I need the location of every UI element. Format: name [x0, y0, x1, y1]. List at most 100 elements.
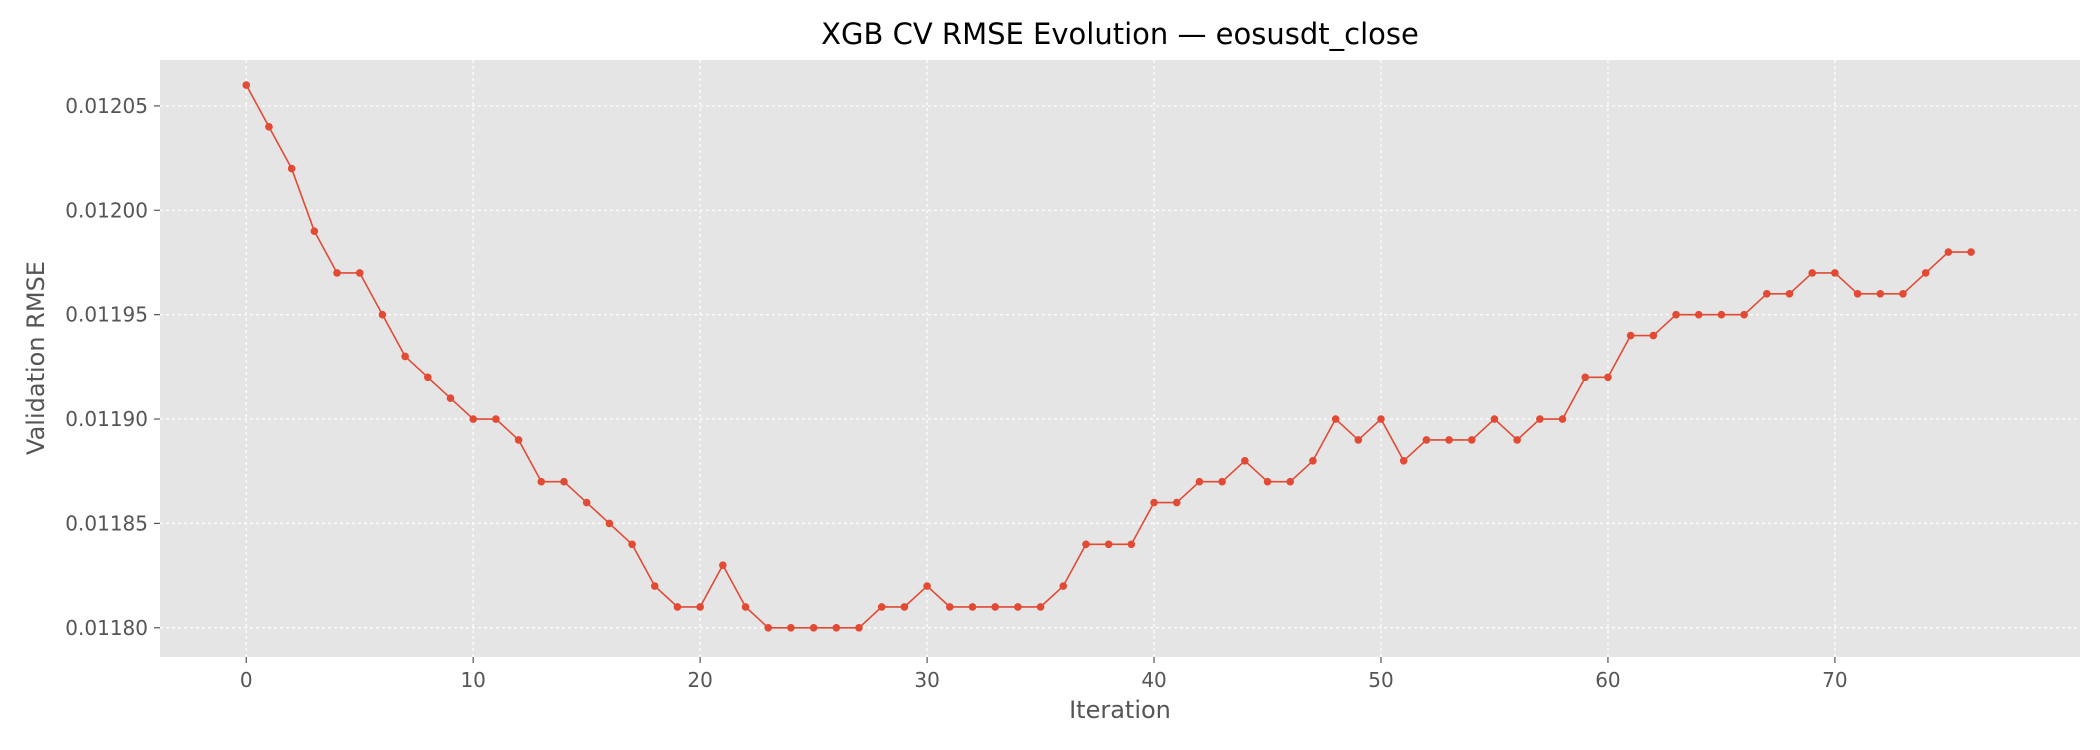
data-point: [1853, 289, 1862, 298]
data-point: [1445, 436, 1453, 444]
y-tick-label: 0.01205: [65, 94, 148, 118]
data-point: [1558, 415, 1567, 423]
y-tick-label: 0.01200: [65, 198, 148, 222]
data-point: [673, 603, 682, 611]
y-axis-label: Validation RMSE: [22, 261, 50, 455]
data-point: [1467, 436, 1476, 444]
data-point: [650, 582, 659, 590]
data-point: [1626, 331, 1635, 340]
x-tick-label: 50: [1368, 668, 1393, 692]
data-point: [1490, 415, 1499, 423]
data-point: [287, 164, 296, 173]
data-point: [492, 415, 500, 423]
data-point: [1286, 477, 1295, 486]
y-axis-ticks: 0.01180 0.01185 0.01190 0.01195 0.01200 0.012…: [65, 94, 160, 640]
x-tick-label: 0: [240, 668, 253, 692]
data-point: [1036, 603, 1045, 611]
data-points: [242, 81, 1975, 632]
data-point: [787, 623, 795, 632]
data-point: [1104, 540, 1113, 549]
data-point: [1309, 456, 1317, 465]
data-point: [446, 394, 455, 402]
data-point: [1831, 269, 1839, 277]
data-point: [1649, 331, 1658, 340]
x-tick-label: 40: [1141, 668, 1166, 692]
data-point: [1422, 436, 1431, 444]
data-point: [1354, 436, 1363, 444]
data-point: [242, 81, 251, 89]
data-point: [923, 582, 931, 590]
x-tick-label: 70: [1822, 668, 1847, 692]
data-point: [537, 477, 546, 486]
data-point: [1785, 289, 1794, 298]
data-point: [1876, 289, 1885, 298]
data-point: [1399, 456, 1408, 465]
data-point: [1150, 498, 1158, 507]
data-point: [1536, 415, 1544, 423]
data-point: [1241, 456, 1249, 465]
data-point: [1513, 436, 1521, 444]
y-tick-label: 0.01190: [65, 407, 148, 431]
data-point: [1172, 498, 1181, 507]
x-tick-label: 10: [460, 668, 485, 692]
data-point: [424, 373, 432, 382]
data-point: [378, 310, 387, 319]
chart-title: XGB CV RMSE Evolution — eosusdt_close: [821, 17, 1419, 51]
data-point: [945, 603, 954, 611]
data-point: [469, 415, 477, 423]
data-point: [1581, 373, 1590, 382]
y-tick-label: 0.01180: [65, 616, 148, 640]
data-point: [1740, 310, 1748, 319]
data-point: [1218, 477, 1226, 486]
data-point: [514, 436, 523, 444]
y-tick-label: 0.01195: [65, 303, 148, 327]
data-point: [582, 498, 591, 507]
data-point: [1331, 415, 1340, 423]
data-point: [832, 623, 841, 632]
data-point: [991, 603, 999, 611]
data-point: [560, 477, 568, 486]
data-point: [1717, 310, 1726, 319]
data-point: [265, 122, 273, 131]
data-point: [900, 603, 909, 611]
data-point: [1377, 415, 1385, 423]
data-point: [333, 269, 341, 277]
data-point: [696, 603, 704, 611]
data-point: [809, 623, 818, 632]
data-point: [1763, 289, 1771, 298]
data-point: [1059, 582, 1068, 590]
data-point: [401, 352, 409, 361]
x-axis-ticks: 0 10 20 30 40 50 60 70: [240, 657, 1848, 692]
data-point: [1127, 540, 1136, 549]
data-point: [1944, 248, 1953, 256]
grid-lines: [160, 60, 2080, 657]
data-point: [741, 603, 750, 611]
data-point: [719, 561, 727, 569]
data-point: [1604, 373, 1612, 382]
x-tick-label: 30: [914, 668, 939, 692]
data-point: [855, 623, 863, 632]
data-point: [1808, 269, 1816, 277]
data-point: [1694, 310, 1703, 319]
data-point: [355, 269, 364, 277]
data-point: [1672, 310, 1680, 319]
x-tick-label: 60: [1595, 668, 1620, 692]
data-point: [968, 603, 977, 611]
data-point: [1195, 477, 1204, 486]
data-point: [1899, 289, 1907, 298]
data-point: [1082, 540, 1090, 549]
data-point: [1263, 477, 1272, 486]
data-point: [764, 623, 773, 632]
y-tick-label: 0.01185: [65, 511, 148, 535]
x-tick-label: 20: [687, 668, 712, 692]
data-point: [605, 519, 614, 528]
data-point: [877, 603, 886, 611]
plot-area: [160, 60, 2080, 657]
data-point: [1014, 603, 1022, 611]
x-axis-label: Iteration: [1069, 696, 1171, 724]
data-point: [1967, 248, 1975, 256]
data-point: [310, 227, 319, 235]
data-point: [1921, 269, 1930, 277]
data-point: [628, 540, 636, 549]
